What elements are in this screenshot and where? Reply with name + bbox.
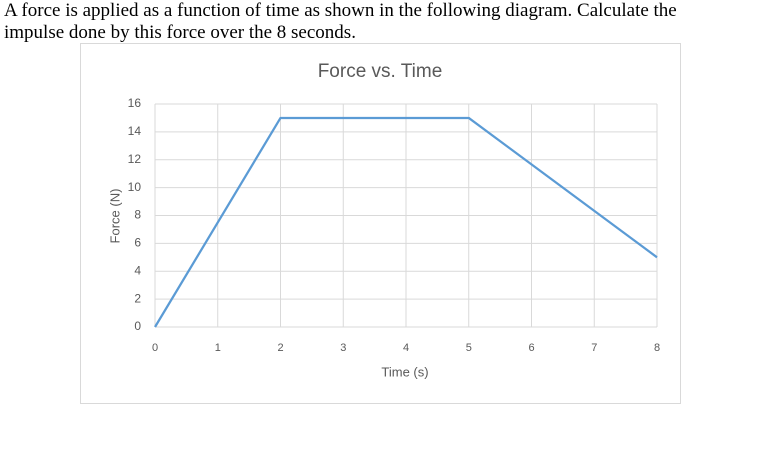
x-tick-label: 7 [591,342,597,354]
x-tick-label: 2 [277,342,283,354]
y-tick-label: 14 [128,124,142,138]
y-tick-label: 16 [128,96,142,110]
x-tick-label: 0 [152,342,158,354]
y-tick-label: 6 [134,236,141,250]
question-line: impulse done by this force over the 8 se… [4,22,356,43]
y-tick-label: 4 [134,263,141,277]
y-tick-label: 12 [128,152,142,166]
x-tick-label: 6 [528,342,534,354]
y-tick-label: 2 [134,291,141,305]
y-tick-label: 0 [134,319,141,333]
question: A force is applied as a function of time… [4,0,677,44]
data-line [154,116,658,328]
y-tick-label: 8 [134,208,141,222]
x-tick-label: 1 [215,342,221,354]
chart-title: Force vs. Time [318,61,443,82]
x-tick-label: 4 [403,342,409,354]
x-tick-label: 3 [340,342,346,354]
question-line: A force is applied as a function of time… [4,0,677,21]
x-axis-label: Time (s) [381,364,428,379]
y-axis-label: Force (N) [107,189,122,244]
y-tick-label: 10 [128,180,142,194]
x-tick-label: 8 [654,342,660,354]
x-tick-label: 5 [466,342,472,354]
